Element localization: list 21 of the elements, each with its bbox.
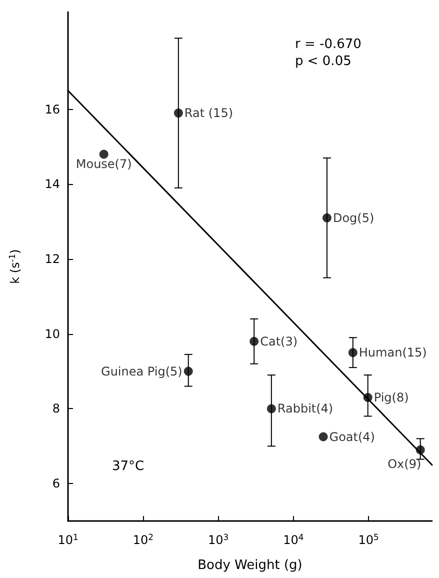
y-tick-label: 16 [44,102,60,116]
y-tick-label: 10 [44,326,60,341]
annotation: Ox(9) [388,456,422,471]
annotation: Dog(5) [332,210,374,225]
annotation: 37°C [112,459,144,474]
y-tick-label: 6 [52,476,60,491]
annotation: Cat(3) [260,334,298,348]
y-tick-label: 14 [44,177,60,192]
annotation: Human(15) [358,346,427,360]
y-axis-title: k (s-1) [7,249,22,284]
annotation: r = -0.670 [295,37,362,52]
annotation: Pig(8) [374,390,409,404]
annotation: Rat (15) [184,106,234,120]
annotation: Rabbit(4) [277,402,334,416]
x-axis-title: Body Weight (g) [198,558,302,573]
annotation: Guinea Pig(5) [101,364,182,378]
annotation: p < 0.05 [295,54,352,69]
y-tick-label: 12 [44,252,60,266]
y-tick-label: 8 [52,402,60,416]
annotation: Goat(4) [329,430,375,444]
annotation: Mouse(7) [76,157,132,172]
